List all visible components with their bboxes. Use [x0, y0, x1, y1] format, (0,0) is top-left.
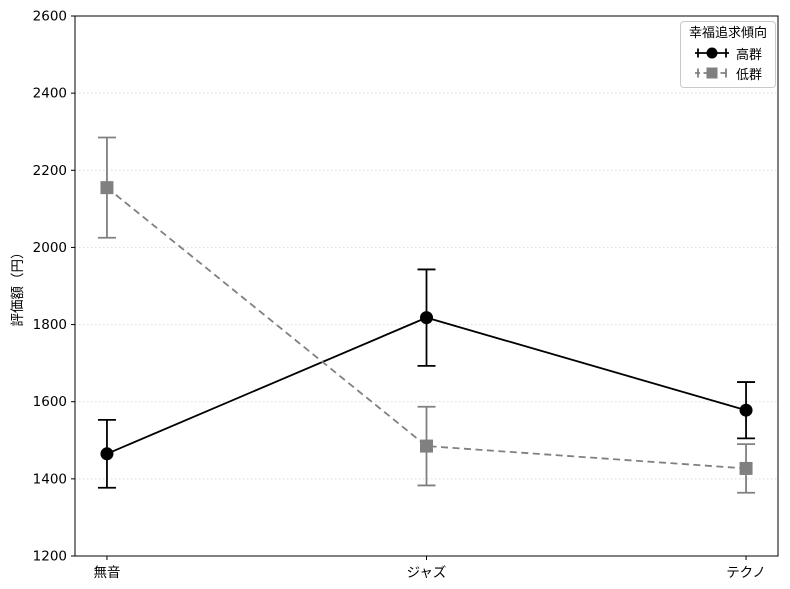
series-line-低群 [106, 186, 747, 470]
legend-entry-label: 高群 [735, 47, 762, 63]
legend-title: 幸福追求傾向 [688, 26, 767, 41]
x-tick-label: ジャズ [407, 565, 447, 581]
legend-marker-square-icon [694, 67, 729, 79]
data-point-marker [100, 181, 114, 195]
y-tick-label: 2200 [33, 163, 67, 179]
legend: 幸福追求傾向 高群低群 [680, 21, 776, 88]
data-point-marker [739, 403, 753, 417]
legend-marker-circle-icon [694, 47, 729, 59]
y-tick-label: 1600 [33, 394, 67, 410]
data-point-marker [420, 311, 433, 325]
legend-entry: 低群 [694, 63, 762, 83]
y-tick-label: 2400 [33, 86, 67, 102]
y-tick-label: 2600 [33, 9, 67, 25]
x-tick-label: 無音 [93, 564, 120, 581]
y-tick-label: 1200 [33, 549, 67, 565]
data-point-marker [420, 439, 433, 453]
y-tick-label: 1400 [33, 471, 67, 487]
y-tick-label: 1800 [33, 317, 67, 333]
data-point-marker [100, 447, 114, 461]
data-point-marker [739, 461, 753, 475]
x-tick-label: テクノ [726, 565, 766, 581]
y-axis-label: 評価額（円） [10, 245, 26, 327]
legend-entry: 高群 [694, 43, 762, 63]
y-tick-label: 2000 [33, 240, 67, 256]
legend-entry-label: 低群 [735, 67, 762, 83]
legend-entries: 高群 低群 [694, 43, 762, 83]
